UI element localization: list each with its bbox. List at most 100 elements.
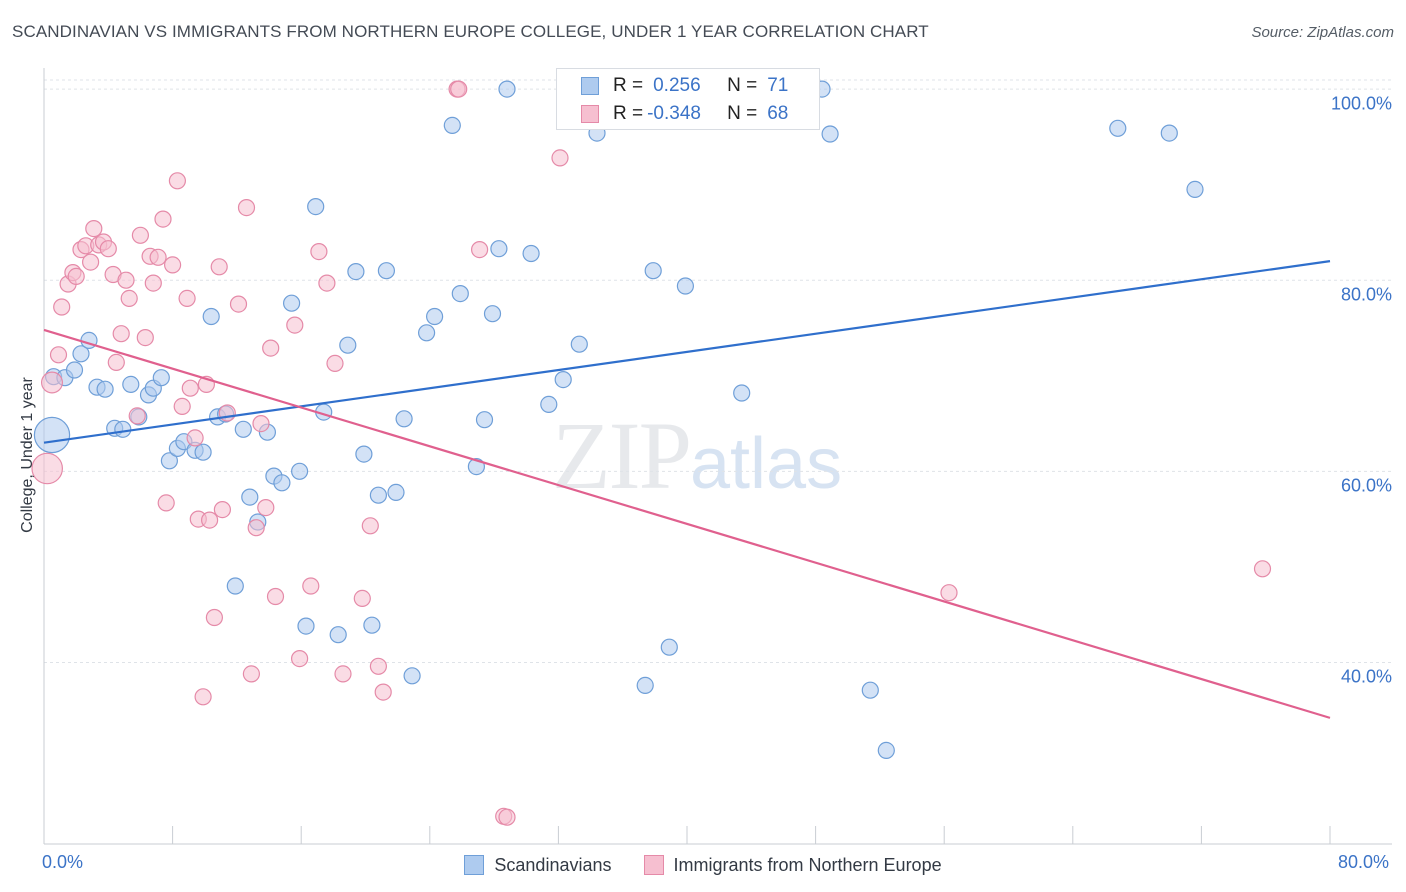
scandinavian-point xyxy=(152,369,170,387)
immigrant-point xyxy=(67,267,85,285)
scandinavian-point xyxy=(377,262,395,280)
n-value: 71 xyxy=(767,75,789,96)
n-label: N = xyxy=(727,103,758,124)
scandinavian-point xyxy=(363,616,381,634)
source-credit: Source: ZipAtlas.com xyxy=(1251,24,1394,41)
immigrant-point xyxy=(361,517,379,535)
scandinavian-point xyxy=(347,263,365,281)
immigrant-point xyxy=(1253,560,1272,578)
immigrant-point xyxy=(302,577,320,595)
scandinavian-point xyxy=(387,483,405,501)
scandinavian-point xyxy=(65,361,84,379)
scandinavian-point xyxy=(636,676,654,695)
scandinavian-point xyxy=(861,681,879,699)
scandinavian-point xyxy=(522,244,540,263)
r-label: R = xyxy=(613,103,644,124)
immigrant-point xyxy=(154,210,172,228)
r-value: -0.348 xyxy=(647,103,701,124)
scandinavian-point xyxy=(234,420,252,438)
scandinavian-point xyxy=(160,452,178,470)
immigrant-point xyxy=(551,149,569,167)
scandinavian-trend-line xyxy=(43,260,1331,444)
stats-legend: R = 0.256 N = 71 R = -0.348 N = 68 xyxy=(556,68,820,130)
scandinavian-point xyxy=(339,336,357,354)
immigrant-point xyxy=(144,274,162,292)
immigrant-point xyxy=(247,519,265,537)
immigrant-point xyxy=(498,808,516,826)
scandinavian-point xyxy=(1109,119,1127,137)
scandinavian-point xyxy=(241,488,259,506)
immigrant-point xyxy=(173,397,191,415)
scandinavian-point xyxy=(122,375,140,393)
watermark-atlas: atlas xyxy=(690,424,843,504)
immigrant-point xyxy=(31,452,63,485)
immigrant-point xyxy=(210,258,228,276)
scandinavian-point xyxy=(291,462,309,480)
r-label: R = xyxy=(613,75,644,96)
scandinavian-point xyxy=(483,305,502,323)
immigrant-point xyxy=(85,220,103,238)
scandinavian-point xyxy=(194,443,212,461)
scandinavian-point xyxy=(451,285,469,303)
grid-lines xyxy=(44,79,1392,663)
scandinavian-point xyxy=(554,371,572,389)
immigrant-point xyxy=(286,316,304,334)
scandinavian-point xyxy=(283,294,301,312)
data-points xyxy=(31,80,1272,826)
immigrant-point xyxy=(353,589,371,608)
scandinavian-point xyxy=(33,416,71,454)
immigrant-point xyxy=(310,243,328,261)
pink-swatch-icon xyxy=(581,105,599,123)
immigrant-point xyxy=(53,298,71,316)
scandinavian-point xyxy=(297,617,315,635)
immigrant-point xyxy=(266,587,285,606)
scandinavian-point xyxy=(733,384,751,402)
trend-lines xyxy=(43,260,1331,719)
r-value: 0.256 xyxy=(653,75,701,96)
scandinavian-point xyxy=(403,667,421,685)
legend-label-scandinavians: Scandinavians xyxy=(494,854,612,875)
immigrant-point xyxy=(128,407,146,425)
scandinavian-point xyxy=(114,420,132,438)
immigrant-point xyxy=(181,379,199,397)
scandinavian-point xyxy=(1186,180,1204,198)
immigrant-point xyxy=(374,683,392,701)
immigrant-point xyxy=(178,289,196,307)
x-tick-label-max: 80.0% xyxy=(1338,852,1390,872)
y-tick-label: 40.0% xyxy=(1340,666,1392,687)
scandinavian-point xyxy=(660,638,678,656)
immigrant-point xyxy=(194,688,212,706)
legend-label-immigrants: Immigrants from Northern Europe xyxy=(673,854,942,875)
immigrant-point xyxy=(81,253,100,271)
scandinavian-point xyxy=(490,240,508,258)
immigrant-point xyxy=(149,248,167,266)
scandinavian-point xyxy=(475,411,494,429)
scandinavian-point xyxy=(395,410,413,428)
immigrant-point xyxy=(131,226,149,244)
scandinavian-point xyxy=(1160,124,1178,142)
scandinavian-point xyxy=(355,445,373,463)
immigrant-point xyxy=(471,241,489,259)
immigrant-point xyxy=(213,501,231,519)
immigrant-point xyxy=(157,494,175,512)
immigrant-point xyxy=(49,346,68,364)
x-tick-label-min: 0.0% xyxy=(42,852,84,872)
legend-item-immigrants: Immigrants from Northern Europe xyxy=(643,854,942,876)
scandinavian-point xyxy=(877,741,895,760)
scandinavian-point xyxy=(821,125,839,143)
immigrant-point xyxy=(242,665,260,683)
pink-swatch-icon xyxy=(643,855,664,875)
scandinavian-point xyxy=(443,116,461,135)
immigrant-point xyxy=(450,80,468,98)
legend-item-scandinavians: Scandinavians xyxy=(464,854,612,876)
immigrant-point xyxy=(326,354,344,372)
stats-legend-row-scandinavians: R = 0.256 N = 71 xyxy=(581,72,788,100)
scandinavian-point xyxy=(307,198,325,216)
immigrant-point xyxy=(136,329,154,347)
immigrant-point xyxy=(369,657,387,675)
blue-swatch-icon xyxy=(581,77,599,95)
immigrant-point xyxy=(237,199,256,217)
scandinavian-point xyxy=(226,577,244,595)
immigrant-point xyxy=(120,289,138,307)
